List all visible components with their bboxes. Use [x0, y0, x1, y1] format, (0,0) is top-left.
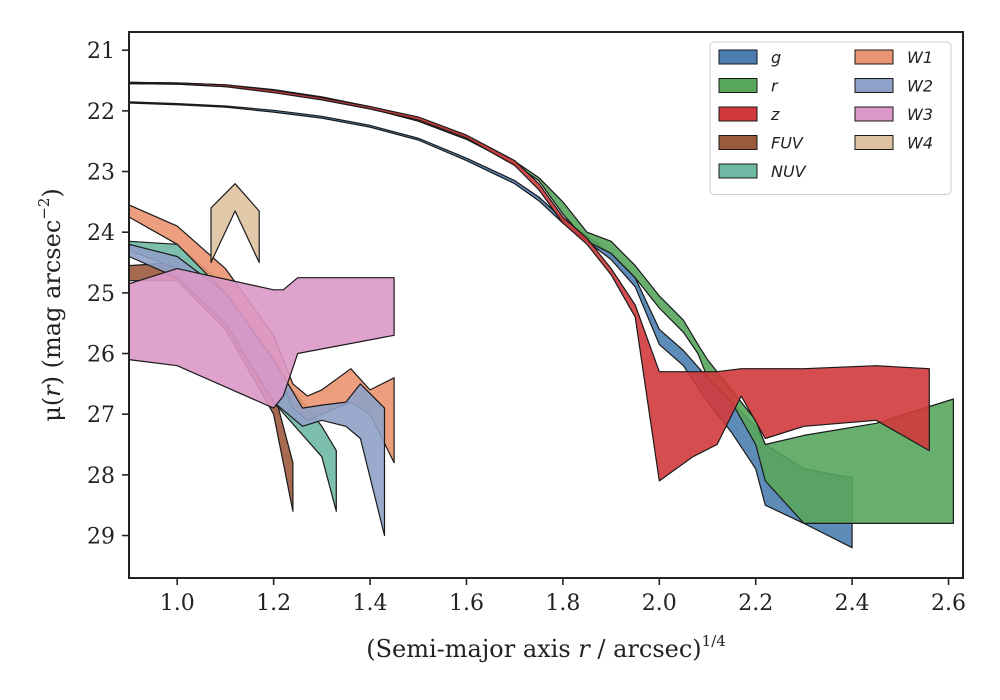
legend-swatch-w3	[854, 106, 894, 122]
y-tick-label: 28	[87, 464, 115, 489]
legend-label-w3: W3	[907, 105, 933, 124]
x-tick-label: 1.4	[353, 591, 388, 616]
x-tick-label: 1.2	[256, 591, 291, 616]
legend-swatch-r	[718, 78, 758, 93]
legend-swatch-nuv	[718, 163, 758, 179]
series-band-w4	[210, 183, 260, 264]
x-tick-label: 2.6	[931, 591, 966, 616]
y-tick-label: 24	[87, 221, 115, 246]
legend-swatch-fuv	[718, 135, 758, 150]
legend-label-w1: W1	[907, 48, 933, 67]
series-band-z	[128, 81, 930, 482]
plot-frame	[128, 31, 964, 579]
legend-swatch-w1	[854, 49, 894, 65]
y-tick-label: 23	[87, 161, 115, 186]
x-tick-label: 2.0	[642, 591, 677, 616]
x-tick-label: 1.8	[545, 591, 580, 616]
y-tick-label: 27	[87, 403, 115, 428]
y-tick-label: 25	[87, 282, 115, 307]
legend-label-w2: W2	[907, 77, 933, 96]
x-axis: 1.0 1.2 1.4 1.6 1.8 2.0 2.2 2.4 2.6	[160, 578, 966, 616]
series-band-w3	[128, 268, 395, 409]
legend-label-w4: W4	[907, 134, 933, 153]
legend-label-fuv: FUV	[771, 134, 804, 153]
legend-swatch-g	[718, 49, 758, 65]
legend-swatch-w4	[854, 135, 894, 150]
legend-label-r: r	[771, 77, 779, 96]
legend-label-nuv: NUV	[771, 162, 807, 181]
legend-label-g: g	[771, 48, 781, 67]
series-layer	[128, 81, 955, 549]
x-tick-label: 2.4	[835, 591, 870, 616]
y-tick-label: 21	[87, 39, 115, 64]
y-axis: 21 22 23 24 25 26 27 28 29	[87, 39, 129, 550]
series-band-g	[128, 101, 853, 549]
x-tick-label: 1.0	[160, 591, 195, 616]
x-tick-label: 1.6	[449, 591, 484, 616]
legend-swatch-z	[718, 106, 758, 122]
y-axis-label: μ(r) (mag arcsec−2)	[35, 188, 66, 422]
y-tick-label: 26	[87, 343, 115, 368]
y-tick-label: 22	[87, 100, 115, 125]
x-tick-label: 2.2	[738, 591, 773, 616]
legend-label-z: z	[770, 105, 780, 124]
y-tick-label: 29	[87, 525, 115, 550]
legend-swatch-w2	[854, 78, 894, 93]
x-axis-label: (Semi-major axis r / arcsec)1/4	[366, 632, 726, 663]
legend: grz FUV NUV W1 W2 W3 W4	[709, 41, 952, 195]
